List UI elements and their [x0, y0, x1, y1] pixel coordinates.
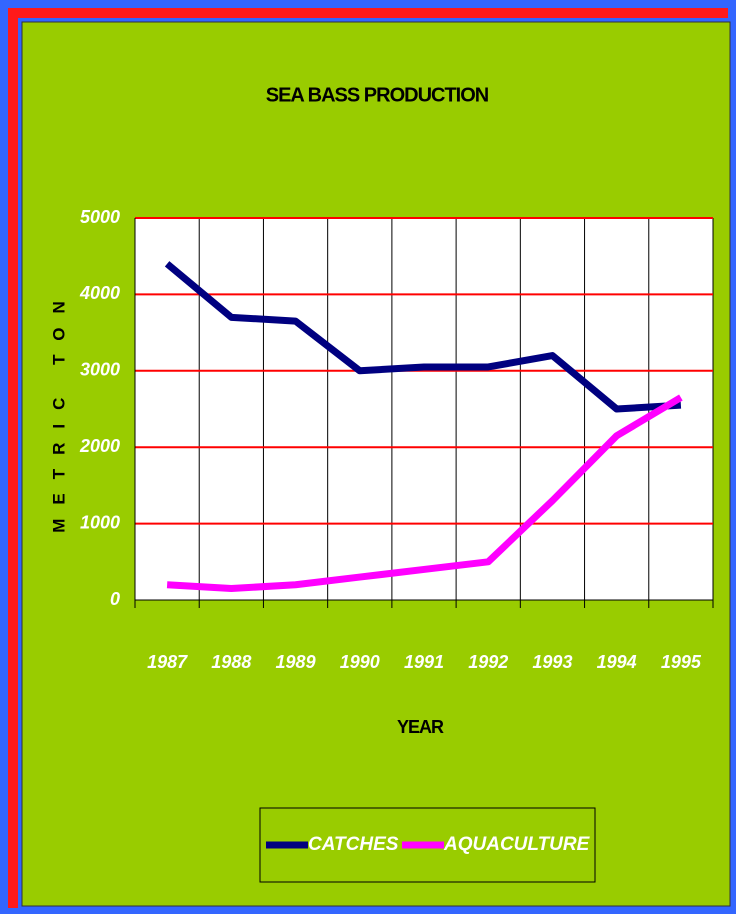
frame-top: [8, 8, 728, 18]
y-tick-label: 0: [110, 589, 120, 609]
y-tick-label: 5000: [80, 207, 120, 227]
series-line: [166, 394, 683, 593]
x-tick-label: 1989: [276, 652, 316, 672]
x-tick-label: 1994: [597, 652, 637, 672]
x-tick-label: 1988: [211, 652, 251, 672]
series-line: [164, 261, 682, 413]
chart-title: SEA BASS PRODUCTION: [266, 84, 489, 106]
y-tick-label: 2000: [79, 436, 120, 456]
y-tick-label: 4000: [79, 283, 120, 303]
x-tick-label: 1991: [404, 652, 444, 672]
x-tick-label: 1993: [532, 652, 572, 672]
x-tick-label: 1987: [147, 652, 188, 672]
y-tick-label: 1000: [80, 512, 120, 532]
frame-left: [8, 8, 18, 908]
y-axis-label: METRIC TON: [49, 287, 68, 532]
x-axis-label: YEAR: [397, 717, 444, 737]
y-tick-label: 3000: [80, 360, 120, 380]
x-tick-label: 1990: [340, 652, 380, 672]
x-tick-label: 1992: [468, 652, 508, 672]
legend-label: AQUACULTURE: [443, 834, 591, 855]
x-tick-label: 1995: [661, 652, 702, 672]
legend-label: CATCHES: [308, 834, 399, 855]
legend-box: [259, 807, 596, 883]
